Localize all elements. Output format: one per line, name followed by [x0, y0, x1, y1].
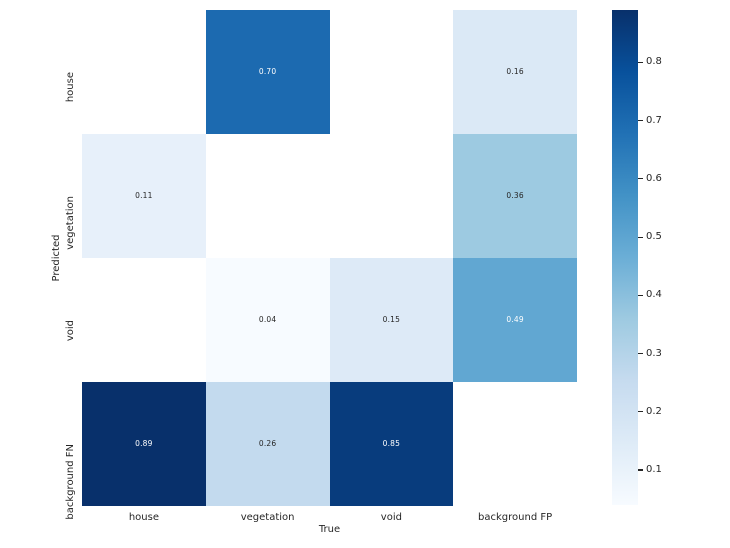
heatmap-grid: 0.70 0.16 0.11 0.36 0.04 0.15 0.49 0.89 0.26 0.85 — [82, 10, 577, 506]
cell-value: 0.26 — [258, 439, 277, 449]
heatmap-cell-vegetation-background-fp: 0.36 — [453, 134, 577, 258]
colorbar-tick-label: 0.6 — [646, 172, 662, 184]
cell-value: 0.04 — [258, 315, 277, 325]
heatmap-cell-vegetation-house: 0.11 — [82, 134, 206, 258]
xaxis-title: True — [318, 524, 341, 535]
colorbar-tick — [638, 61, 643, 63]
ytick-label-house: house — [65, 72, 76, 103]
heatmap-cell-background-fn-vegetation: 0.26 — [205, 382, 330, 506]
colorbar-tick-label: 0.7 — [646, 114, 662, 126]
colorbar-tick-label: 0.3 — [646, 347, 662, 359]
colorbar-tick — [638, 294, 643, 296]
colorbar-tick — [638, 178, 643, 180]
cell-value: 0.16 — [506, 67, 524, 77]
xtick-label-void: void — [380, 512, 402, 523]
heatmap-cell-void-background-fp: 0.49 — [453, 258, 577, 382]
heatmap-cell-void-vegetation: 0.04 — [205, 258, 330, 382]
cell-value: 0.49 — [506, 315, 524, 325]
cell-value: 0.89 — [135, 439, 153, 449]
xtick-label-background-fp: background FP — [478, 512, 553, 523]
ytick-label-void: void — [65, 320, 76, 342]
heatmap-cell-void-void: 0.15 — [329, 258, 454, 382]
colorbar-tick-label: 0.4 — [646, 289, 662, 301]
colorbar-tick — [638, 411, 643, 413]
colorbar-tick — [638, 469, 643, 471]
heatmap-cell-background-fn-house: 0.89 — [82, 382, 206, 506]
cell-value: 0.70 — [258, 67, 277, 77]
yaxis-title: Predicted — [51, 234, 62, 282]
colorbar-tick-label: 0.1 — [646, 464, 662, 476]
colorbar-tick-label: 0.8 — [646, 56, 662, 68]
heatmap-cell-house-background-fp: 0.16 — [453, 10, 577, 134]
colorbar-tick-label: 0.2 — [646, 405, 662, 417]
colorbar-tick-label: 0.5 — [646, 231, 662, 243]
colorbar-tick — [638, 236, 643, 238]
colorbar — [612, 10, 638, 505]
xtick-label-house: house — [128, 512, 159, 523]
colorbar-tick — [638, 120, 643, 122]
cell-value: 0.15 — [382, 315, 401, 325]
cell-value: 0.11 — [135, 191, 153, 201]
ytick-label-background-fn: background FN — [65, 444, 76, 520]
cell-value: 0.36 — [506, 191, 524, 201]
heatmap-cell-background-fn-void: 0.85 — [329, 382, 454, 506]
heatmap-cell-house-vegetation: 0.70 — [205, 10, 330, 134]
cell-value: 0.85 — [382, 439, 401, 449]
ytick-label-vegetation: vegetation — [65, 196, 76, 250]
colorbar-tick — [638, 352, 643, 355]
xtick-label-vegetation: vegetation — [240, 512, 295, 523]
